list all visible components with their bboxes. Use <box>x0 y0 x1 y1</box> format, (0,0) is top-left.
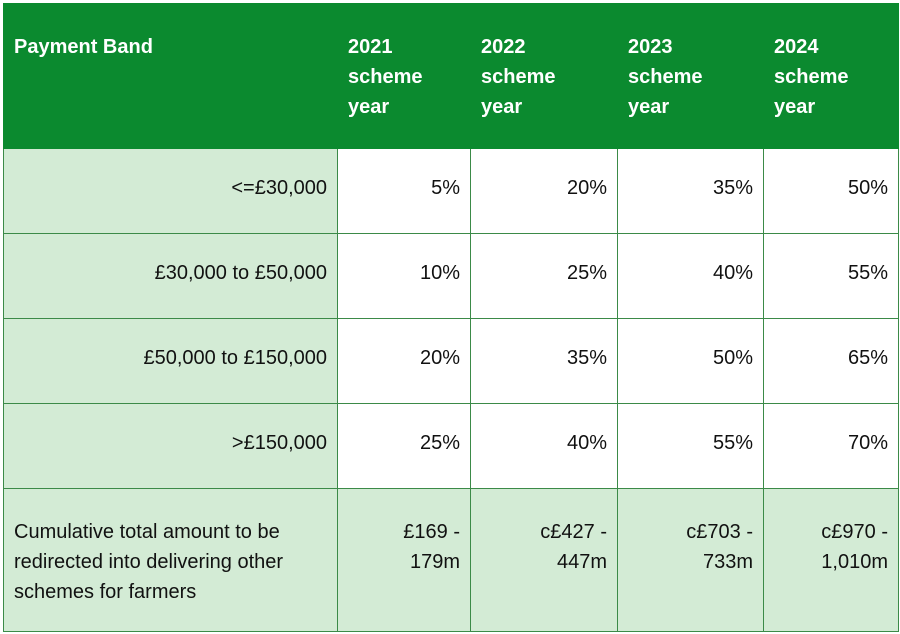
header-year-word-scheme: scheme <box>348 66 423 88</box>
header-2023-scheme-year: 2023 scheme year <box>617 3 764 149</box>
header-year-word-year: year <box>348 96 390 118</box>
rate-cell-2023: 35% <box>617 148 764 234</box>
total-value-line: c£427 - <box>540 521 607 543</box>
rate-cell-2024: 65% <box>763 318 899 404</box>
rate-cell-2023: 40% <box>617 233 764 319</box>
header-year-word-scheme: scheme <box>628 66 703 88</box>
total-cell-2022: c£427 - 447m <box>470 488 618 632</box>
header-2024-scheme-year: 2024 scheme year <box>763 3 899 149</box>
total-value-line: 733m <box>702 551 753 573</box>
header-year-number: 2024 <box>774 36 819 58</box>
cumulative-total-label: Cumulative total amount to be redirected… <box>3 488 338 632</box>
total-value-line: £169 - <box>403 521 460 543</box>
header-year-word-year: year <box>774 96 816 118</box>
header-year-word-year: year <box>481 96 523 118</box>
header-year-word-scheme: scheme <box>481 66 556 88</box>
payment-band-table: Payment Band 2021 scheme year 2022 schem… <box>3 3 899 632</box>
total-label-line: Cumulative total amount to be <box>14 521 280 543</box>
total-label-line: schemes for farmers <box>14 581 197 603</box>
total-value-line: 1,010m <box>821 551 888 573</box>
header-year-number: 2021 <box>348 36 393 58</box>
payment-band-cell: £50,000 to £150,000 <box>3 318 338 404</box>
rate-cell-2023: 55% <box>617 403 764 489</box>
total-cell-2024: c£970 - 1,010m <box>763 488 899 632</box>
header-2022-scheme-year: 2022 scheme year <box>470 3 618 149</box>
rate-cell-2022: 35% <box>470 318 618 404</box>
total-value-line: c£970 - <box>821 521 888 543</box>
header-year-word-scheme: scheme <box>774 66 849 88</box>
table-header-row: Payment Band 2021 scheme year 2022 schem… <box>3 3 899 149</box>
table-row: >£150,000 25% 40% 55% 70% <box>3 403 899 489</box>
rate-cell-2024: 50% <box>763 148 899 234</box>
header-year-number: 2022 <box>481 36 526 58</box>
header-payment-band: Payment Band <box>3 3 338 149</box>
total-label-line: redirected into delivering other <box>14 551 284 573</box>
table-row: <=£30,000 5% 20% 35% 50% <box>3 148 899 234</box>
rate-cell-2021: 5% <box>337 148 471 234</box>
header-year-number: 2023 <box>628 36 673 58</box>
table-row: £50,000 to £150,000 20% 35% 50% 65% <box>3 318 899 404</box>
total-value-line: 447m <box>556 551 607 573</box>
payment-band-cell: >£150,000 <box>3 403 338 489</box>
total-cell-2021: £169 - 179m <box>337 488 471 632</box>
cumulative-total-row: Cumulative total amount to be redirected… <box>3 488 899 632</box>
rate-cell-2024: 70% <box>763 403 899 489</box>
total-value-line: c£703 - <box>686 521 753 543</box>
rate-cell-2021: 20% <box>337 318 471 404</box>
rate-cell-2022: 25% <box>470 233 618 319</box>
rate-cell-2024: 55% <box>763 233 899 319</box>
header-year-word-year: year <box>628 96 670 118</box>
rate-cell-2022: 40% <box>470 403 618 489</box>
rate-cell-2023: 50% <box>617 318 764 404</box>
header-2021-scheme-year: 2021 scheme year <box>337 3 471 149</box>
total-cell-2023: c£703 - 733m <box>617 488 764 632</box>
rate-cell-2021: 10% <box>337 233 471 319</box>
rate-cell-2022: 20% <box>470 148 618 234</box>
total-value-line: 179m <box>409 551 460 573</box>
table-row: £30,000 to £50,000 10% 25% 40% 55% <box>3 233 899 319</box>
rate-cell-2021: 25% <box>337 403 471 489</box>
payment-band-cell: <=£30,000 <box>3 148 338 234</box>
payment-band-cell: £30,000 to £50,000 <box>3 233 338 319</box>
